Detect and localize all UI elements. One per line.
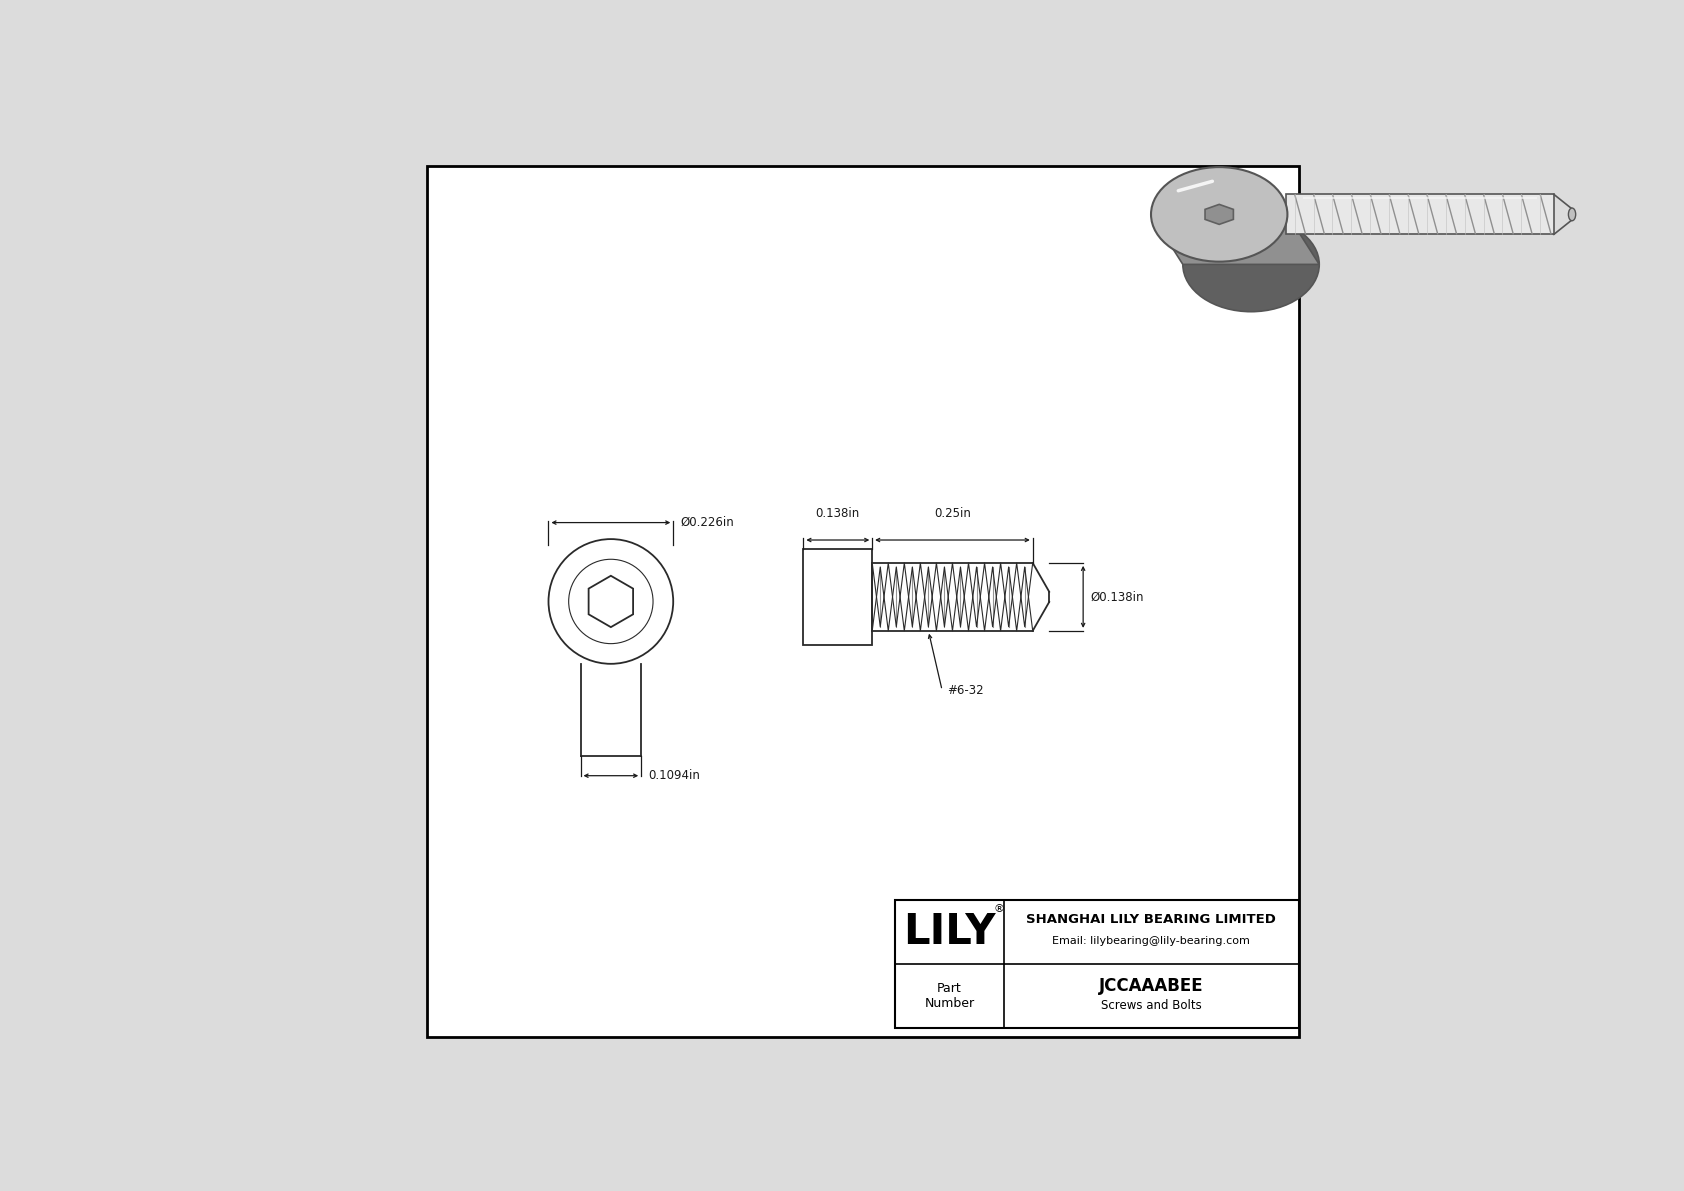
Text: 0.25in: 0.25in: [935, 507, 972, 519]
Text: JCCAAABEE: JCCAAABEE: [1100, 977, 1204, 994]
Text: #6-32: #6-32: [946, 684, 983, 697]
Text: Ø0.138in: Ø0.138in: [1091, 591, 1143, 604]
Ellipse shape: [1182, 217, 1319, 312]
Polygon shape: [1206, 205, 1233, 224]
Text: Ø0.226in: Ø0.226in: [680, 516, 734, 529]
Ellipse shape: [1152, 167, 1287, 262]
Text: LILY: LILY: [903, 911, 995, 953]
Text: Part
Number: Part Number: [925, 981, 975, 1010]
Circle shape: [549, 540, 674, 663]
Circle shape: [569, 560, 653, 643]
Polygon shape: [589, 575, 633, 628]
Text: Screws and Bolts: Screws and Bolts: [1101, 999, 1202, 1012]
FancyBboxPatch shape: [1285, 194, 1554, 235]
Ellipse shape: [1568, 208, 1576, 220]
Polygon shape: [1152, 214, 1319, 264]
Text: 0.138in: 0.138in: [815, 507, 861, 519]
Bar: [896, 899, 1298, 1028]
Text: Email: lilybearing@lily-bearing.com: Email: lilybearing@lily-bearing.com: [1052, 936, 1250, 946]
Text: ®: ®: [994, 904, 1005, 913]
Text: SHANGHAI LILY BEARING LIMITED: SHANGHAI LILY BEARING LIMITED: [1027, 913, 1276, 927]
Bar: [803, 549, 872, 644]
Text: 0.1094in: 0.1094in: [648, 769, 701, 782]
